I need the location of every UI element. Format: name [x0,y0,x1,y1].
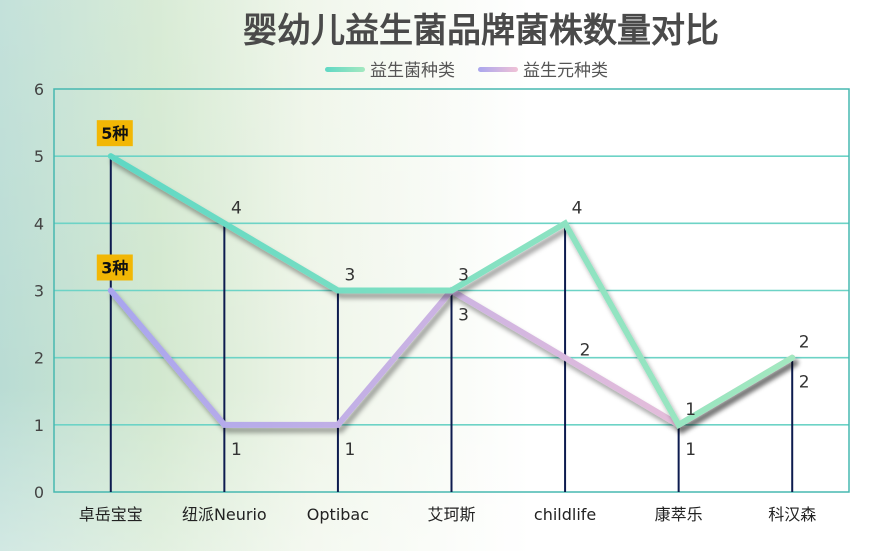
data-label: 4 [231,198,242,218]
callout-text: 5种 [101,124,128,143]
legend-label-series-1: 益生元种类 [523,61,608,81]
legend-item-series-1: 益生元种类 [478,61,608,81]
y-tick-label: 2 [34,349,44,368]
x-axis-ticks: 卓岳宝宝 纽派Neurio Optibac 艾珂斯 childlife 康萃乐 科汉森 [79,505,816,524]
data-label: 4 [572,198,583,218]
data-label: 3 [458,266,469,286]
legend-swatch-series-1 [478,67,518,72]
legend-item-series-0: 益生菌种类 [325,61,455,81]
data-label: 3 [458,306,469,326]
callout-label: 5种 [96,120,133,147]
data-labels: 4 3 3 4 1 2 1 1 3 2 1 2 [231,198,810,460]
series-line-0 [107,153,796,429]
y-tick-label: 1 [34,416,44,435]
data-label: 3 [345,266,356,286]
data-label: 2 [799,373,810,393]
callouts: 5种 3种 [96,120,133,281]
y-tick-label: 5 [34,147,44,166]
x-tick-label: 艾珂斯 [427,505,475,524]
y-tick-label: 3 [34,282,44,301]
legend-label-series-0: 益生菌种类 [370,61,455,81]
data-label: 1 [345,440,356,460]
callout-box [96,120,133,147]
data-label: 1 [685,440,696,460]
x-tick-label: 科汉森 [768,505,816,524]
callout-box [96,254,133,281]
x-tick-label: 纽派Neurio [182,505,267,524]
x-tick-label: Optibac [307,505,369,524]
x-tick-label: 康萃乐 [655,505,703,524]
x-tick-label: childlife [534,505,596,524]
data-label: 2 [580,341,591,361]
data-label: 1 [231,440,242,460]
y-tick-label: 0 [34,483,44,502]
y-tick-label: 6 [34,80,44,99]
y-tick-label: 4 [34,214,44,233]
y-axis-ticks: 0 1 2 3 4 5 6 [34,80,44,502]
callout-text: 3种 [101,259,128,278]
data-label: 1 [685,400,696,420]
drop-lines [109,156,794,492]
legend: 益生菌种类 益生元种类 [325,61,608,81]
data-label: 2 [799,333,810,353]
x-tick-label: 卓岳宝宝 [79,505,143,524]
series-lines [107,153,796,429]
legend-swatch-series-0 [325,67,365,72]
callout-label: 3种 [96,254,133,281]
chart-title: 婴幼儿益生菌品牌菌株数量对比 [243,11,719,51]
